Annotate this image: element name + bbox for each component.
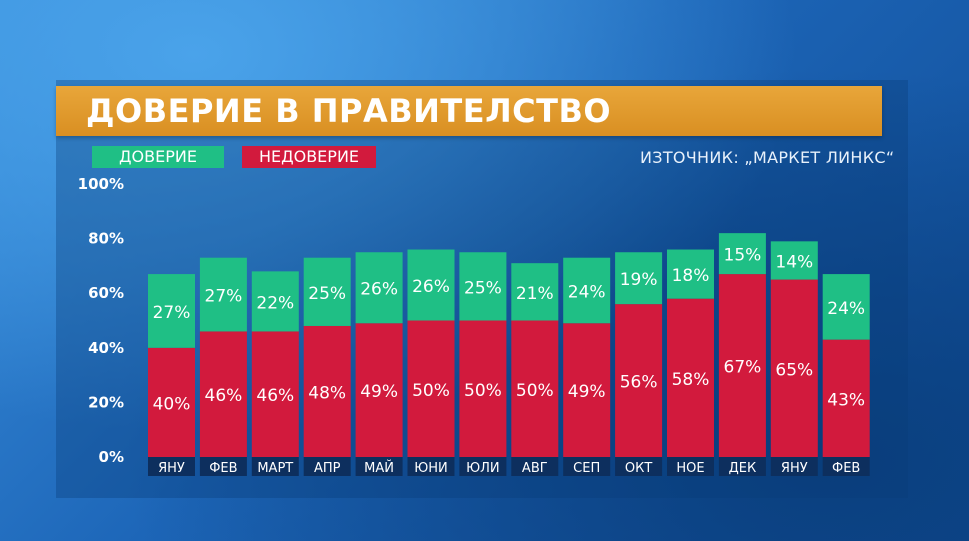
- month-label: ФЕВ: [209, 461, 237, 476]
- month-label: МАЙ: [364, 460, 394, 476]
- bar-distrust: [770, 279, 818, 457]
- month-label-box: [718, 457, 766, 476]
- bar-trust-label: 14%: [775, 252, 813, 272]
- y-tick-label: 40%: [88, 339, 124, 357]
- bar-distrust: [148, 347, 195, 457]
- month-label-box: [303, 457, 351, 476]
- bar-distrust: [459, 320, 507, 457]
- bar-trust: [718, 233, 766, 275]
- bar-distrust: [511, 320, 559, 457]
- legend-trust: ДОВЕРИЕ: [92, 146, 224, 168]
- bar-distrust: [718, 274, 766, 457]
- month-label: ЯНУ: [781, 461, 808, 476]
- month-label-box: [459, 457, 507, 476]
- y-tick-label: 100%: [78, 175, 124, 193]
- bar-distrust: [355, 323, 403, 457]
- bar-trust-label: 25%: [308, 284, 346, 304]
- bar-distrust-label: 56%: [620, 373, 658, 393]
- month-label: АВГ: [522, 461, 548, 476]
- bar-distrust-label: 43%: [827, 390, 865, 410]
- bar-trust-label: 21%: [516, 284, 554, 304]
- y-tick-label: 0%: [99, 448, 124, 466]
- bar-trust: [355, 252, 403, 324]
- bar-trust-label: 26%: [360, 280, 398, 300]
- bar-distrust-label: 46%: [256, 386, 294, 406]
- month-label-box: [563, 457, 611, 476]
- bar-trust: [459, 252, 507, 321]
- bar-distrust: [303, 325, 351, 457]
- chart-title: ДОВЕРИЕ В ПРАВИТЕЛСТВО: [86, 92, 612, 130]
- bar-distrust: [407, 320, 455, 457]
- bar-distrust: [822, 339, 870, 457]
- bar-distrust-label: 65%: [775, 360, 813, 380]
- month-label-box: [355, 457, 403, 476]
- bar-distrust-label: 58%: [672, 370, 710, 390]
- month-label: СЕП: [573, 461, 600, 476]
- bar-trust-label: 15%: [724, 246, 762, 266]
- y-tick-label: 80%: [88, 230, 124, 248]
- bar-trust-label: 27%: [153, 303, 191, 323]
- bar-trust: [770, 241, 818, 280]
- month-label-box: [511, 457, 559, 476]
- bar-distrust-label: 48%: [308, 383, 346, 403]
- month-label: ДЕК: [729, 461, 757, 476]
- y-tick-label: 20%: [88, 393, 124, 411]
- month-label-box: [667, 457, 714, 476]
- month-label: АПР: [314, 461, 341, 476]
- month-label: ЮНИ: [414, 461, 448, 476]
- month-label-box: [251, 457, 299, 476]
- bar-trust-label: 22%: [256, 293, 294, 313]
- month-label-box: [822, 457, 870, 476]
- bar-distrust-label: 49%: [568, 382, 606, 402]
- bar-trust-label: 24%: [568, 282, 606, 302]
- month-label-box: [199, 457, 247, 476]
- bar-distrust-label: 46%: [205, 386, 243, 406]
- bar-trust-label: 26%: [412, 277, 450, 297]
- bar-trust: [822, 274, 870, 340]
- bar-trust-label: 19%: [620, 270, 658, 290]
- bar-distrust-label: 50%: [412, 381, 450, 401]
- bar-trust: [303, 257, 351, 326]
- bar-distrust: [199, 331, 247, 457]
- y-tick-label: 60%: [88, 284, 124, 302]
- legend-distrust: НЕДОВЕРИЕ: [242, 146, 376, 168]
- month-label: ОКТ: [625, 461, 652, 476]
- bar-distrust-label: 50%: [464, 381, 502, 401]
- month-label: ЮЛИ: [466, 461, 500, 476]
- month-label-box: [407, 457, 455, 476]
- bar-distrust: [615, 304, 663, 457]
- month-label: МАРТ: [257, 461, 293, 476]
- month-label: НОЕ: [676, 461, 704, 476]
- bar-trust: [667, 249, 714, 299]
- month-label: ЯНУ: [158, 461, 185, 476]
- bar-distrust-label: 49%: [360, 382, 398, 402]
- month-label-box: [148, 457, 195, 476]
- bar-distrust-label: 67%: [724, 358, 762, 378]
- bar-distrust: [563, 323, 611, 457]
- bar-trust: [407, 249, 455, 321]
- bar-trust: [615, 252, 663, 305]
- bar-trust: [563, 257, 611, 324]
- bar-trust: [251, 271, 299, 332]
- bar-distrust-label: 50%: [516, 381, 554, 401]
- bar-trust-label: 24%: [827, 299, 865, 319]
- bar-trust-label: 27%: [205, 287, 243, 307]
- source-note: ИЗТОЧНИК: „МАРКЕТ ЛИНКС“: [640, 148, 895, 167]
- bar-distrust: [251, 331, 299, 457]
- month-label: ФЕВ: [832, 461, 860, 476]
- month-label-box: [615, 457, 663, 476]
- bar-distrust: [667, 298, 714, 457]
- bar-trust: [511, 263, 559, 321]
- bar-trust-label: 18%: [672, 266, 710, 286]
- bar-trust: [148, 274, 195, 348]
- month-label-box: [770, 457, 818, 476]
- bar-trust: [199, 257, 247, 332]
- bar-distrust-label: 40%: [153, 394, 191, 414]
- bar-trust-label: 25%: [464, 278, 502, 298]
- title-bar: ДОВЕРИЕ В ПРАВИТЕЛСТВО: [56, 86, 882, 136]
